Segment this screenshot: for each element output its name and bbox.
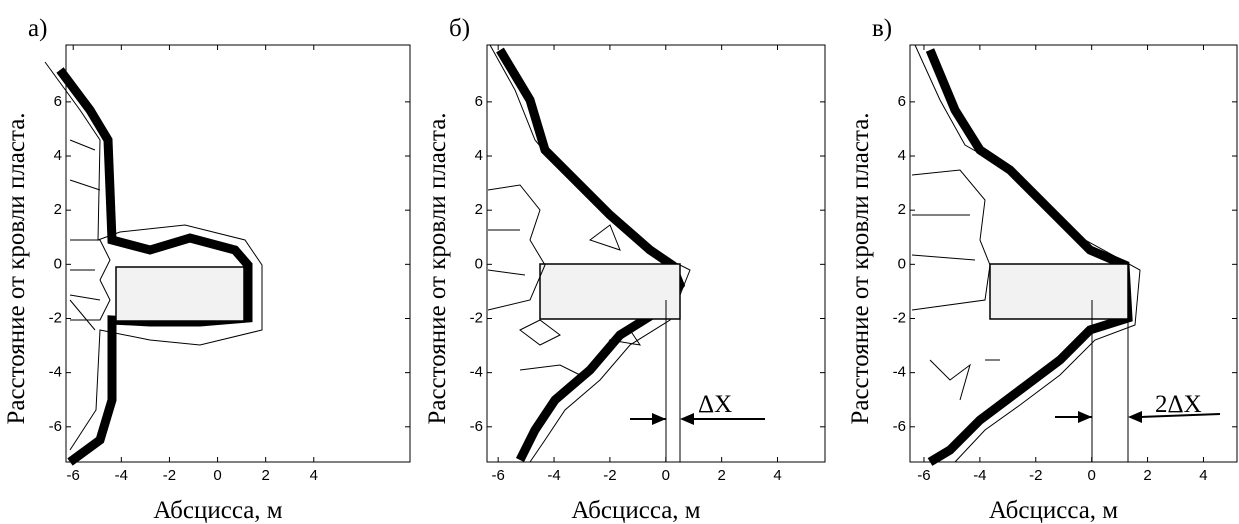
x-tick-label: -4: [115, 467, 128, 484]
y-tick-label: 6: [54, 93, 62, 110]
plot-frame: [65, 44, 411, 463]
x-tick-label: -6: [67, 467, 80, 484]
y-tick-label: -6: [49, 418, 62, 435]
y-tick-label: 6: [475, 93, 483, 110]
y-tick-label: -6: [470, 418, 483, 435]
x-tick-label: 0: [213, 467, 221, 484]
y-tick-label: 2: [898, 201, 906, 218]
x-tick-label: 2: [1143, 467, 1151, 484]
x-axis-label: Абсцисса, м: [153, 497, 282, 524]
x-tick-label: -4: [547, 467, 560, 484]
x-tick-label: 2: [717, 467, 725, 484]
y-tick-label: 2: [475, 201, 483, 218]
y-tick-label: -6: [893, 418, 906, 435]
y-axis-label: Расстояние от кровли пласта.: [847, 112, 874, 424]
x-tick-label: -2: [1029, 467, 1042, 484]
x-axis-label: Абсцисса, м: [989, 497, 1118, 524]
y-tick-label: 2: [54, 201, 62, 218]
y-tick-label: 6: [898, 93, 906, 110]
x-tick-label: 4: [1199, 467, 1207, 484]
x-axis-label: Абсцисса, м: [571, 497, 700, 524]
x-tick-label: -2: [603, 467, 616, 484]
y-tick-label: -2: [893, 309, 906, 326]
y-tick-label: -4: [470, 364, 483, 381]
x-tick-label: 2: [261, 467, 269, 484]
contours-c: [911, 44, 1221, 466]
x-tick-label: 4: [773, 467, 781, 484]
x-tick-label: 0: [1087, 467, 1095, 484]
annotation: ΔX: [698, 391, 732, 418]
y-tick-label: 4: [898, 147, 906, 164]
x-tick-label: 0: [662, 467, 670, 484]
x-tick-label: 4: [310, 467, 318, 484]
y-tick-label: 0: [475, 255, 483, 272]
contours-a: [44, 61, 263, 466]
y-tick-label: 0: [898, 255, 906, 272]
plot-frame: [909, 44, 1238, 463]
panel-label: б): [449, 15, 470, 42]
y-tick-label: -2: [470, 309, 483, 326]
y-tick-label: -2: [49, 309, 62, 326]
x-tick-label: -4: [973, 467, 986, 484]
y-tick-label: -4: [49, 364, 62, 381]
y-tick-label: 4: [54, 147, 62, 164]
y-tick-label: -4: [893, 364, 906, 381]
y-tick-label: 0: [54, 255, 62, 272]
x-tick-label: -6: [492, 467, 505, 484]
plot-frame: [486, 44, 826, 463]
y-tick-label: 4: [475, 147, 483, 164]
x-tick-label: -2: [163, 467, 176, 484]
panel-label: а): [28, 15, 47, 42]
y-axis-label: Расстояние от кровли пласта.: [3, 112, 30, 424]
panel-label: в): [872, 15, 892, 42]
x-tick-label: -6: [917, 467, 930, 484]
y-axis-label: Расстояние от кровли пласта.: [424, 112, 451, 424]
contours-b: [487, 44, 765, 463]
annotation: 2ΔX: [1155, 391, 1202, 418]
